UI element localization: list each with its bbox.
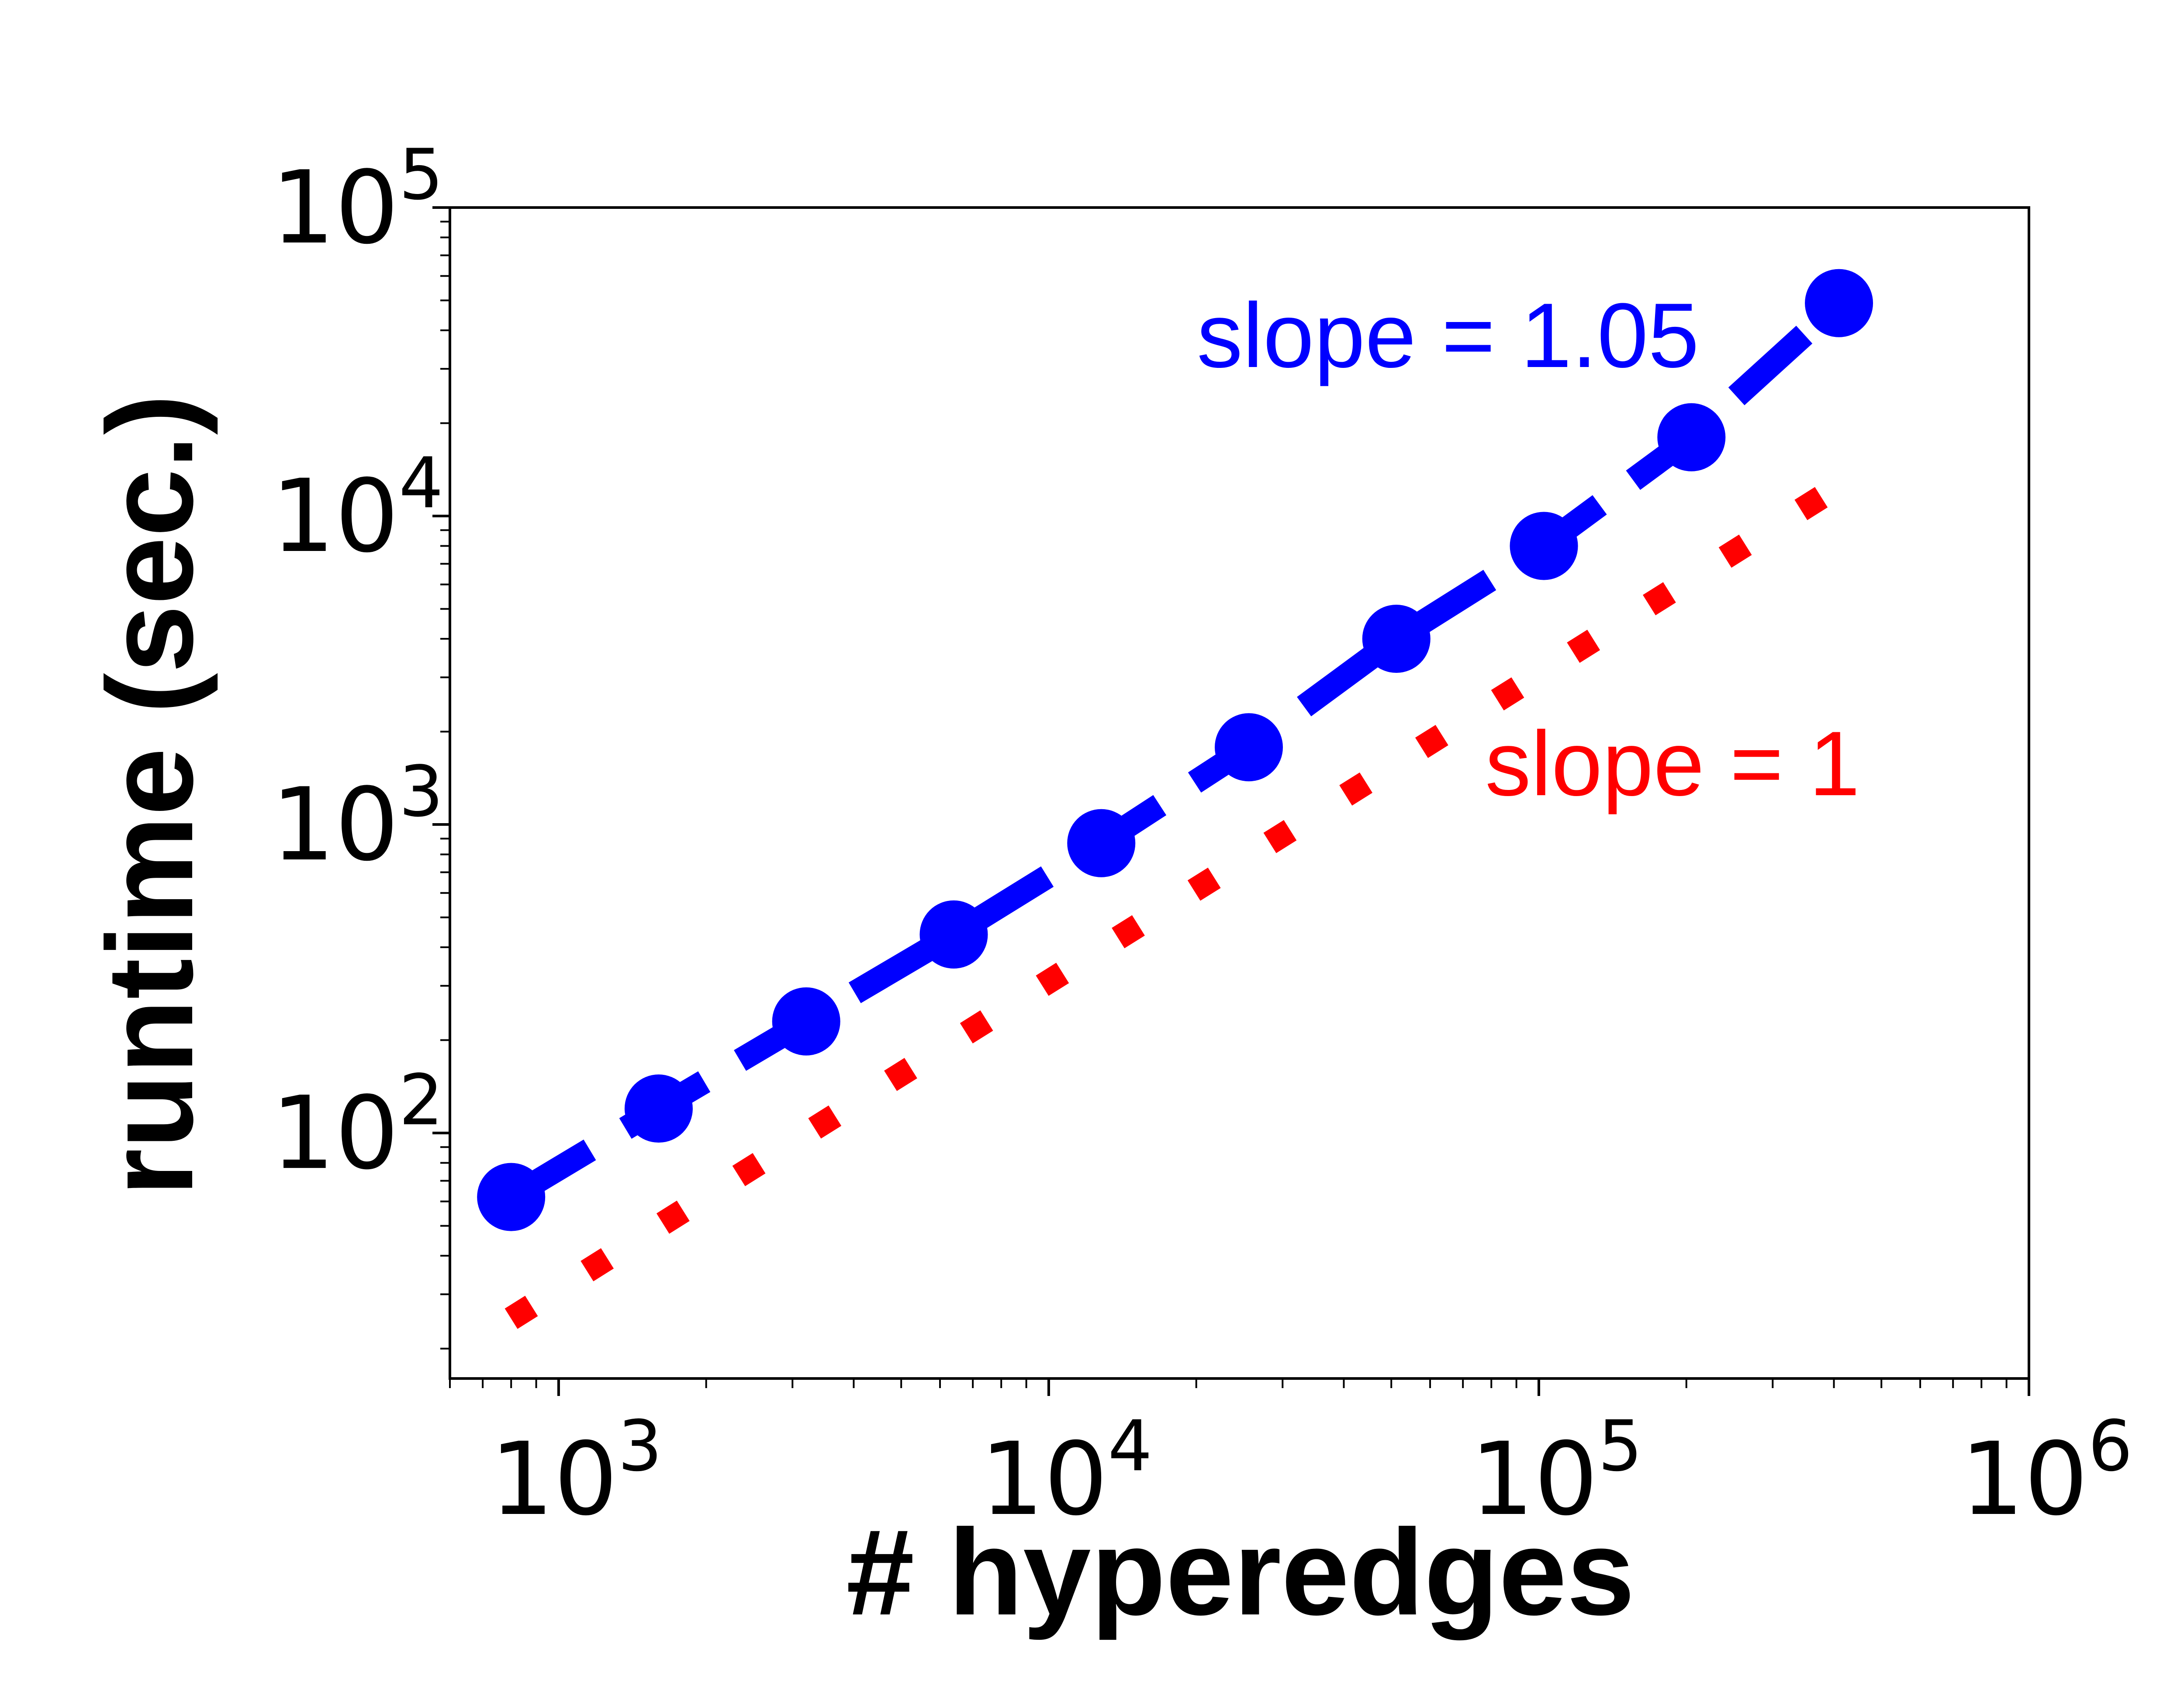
y-tick-exp: 5	[399, 134, 443, 215]
y-tick-label-1e3: 103	[271, 751, 443, 883]
runtime-point	[772, 987, 840, 1056]
x-tick-base: 10	[490, 1421, 618, 1538]
y-tick-base: 10	[271, 767, 399, 883]
x-tick-label-1e4: 104	[980, 1405, 1152, 1538]
runtime-point	[1805, 269, 1873, 337]
x-tick-base: 10	[980, 1421, 1108, 1538]
reference-line	[505, 476, 1845, 1329]
y-tick-labels: 102 103 104 105	[271, 134, 443, 1192]
y-tick-label-1e4: 104	[271, 442, 443, 575]
runtime-point	[1510, 512, 1578, 580]
y-tick-base: 10	[271, 1075, 399, 1192]
y-tick-exp: 4	[399, 442, 443, 524]
y-tick-label-1e5: 105	[271, 134, 443, 267]
plot-frame	[449, 206, 2030, 1380]
x-tick-label-1e5: 105	[1470, 1405, 1642, 1538]
x-tick-exp: 5	[1598, 1405, 1642, 1487]
y-tick-exp: 3	[399, 751, 443, 832]
minor-ticks	[440, 221, 2008, 1388]
runtime-point	[477, 1163, 546, 1231]
x-tick-base: 10	[1960, 1421, 2088, 1538]
x-axis-title: # hyperedges	[846, 1504, 1635, 1641]
y-tick-base: 10	[271, 150, 399, 267]
x-tick-base: 10	[1470, 1421, 1598, 1538]
runtime-point	[1362, 604, 1431, 673]
x-tick-label-1e6: 106	[1960, 1405, 2132, 1538]
x-tick-labels: 103 104 105 106	[490, 1405, 2133, 1538]
major-ticks	[432, 206, 2030, 1396]
slope-annotation-red: slope = 1	[1485, 712, 1860, 815]
x-tick-exp: 6	[2088, 1405, 2132, 1487]
runtime-point	[1657, 403, 1726, 471]
y-tick-exp: 2	[399, 1059, 443, 1141]
x-tick-exp: 3	[618, 1405, 662, 1487]
y-axis-title: runtime (sec.)	[82, 394, 219, 1196]
slope-annotation-blue: slope = 1.05	[1197, 284, 1699, 387]
x-tick-label-1e3: 103	[490, 1405, 662, 1538]
runtime-point	[1067, 809, 1136, 877]
runtime-point	[1215, 713, 1283, 782]
y-tick-label-1e2: 102	[271, 1059, 443, 1192]
x-tick-exp: 4	[1108, 1405, 1152, 1487]
runtime-point	[919, 900, 988, 969]
runtime-point	[624, 1074, 693, 1143]
series-layer	[477, 269, 1873, 1329]
y-tick-base: 10	[271, 458, 399, 575]
